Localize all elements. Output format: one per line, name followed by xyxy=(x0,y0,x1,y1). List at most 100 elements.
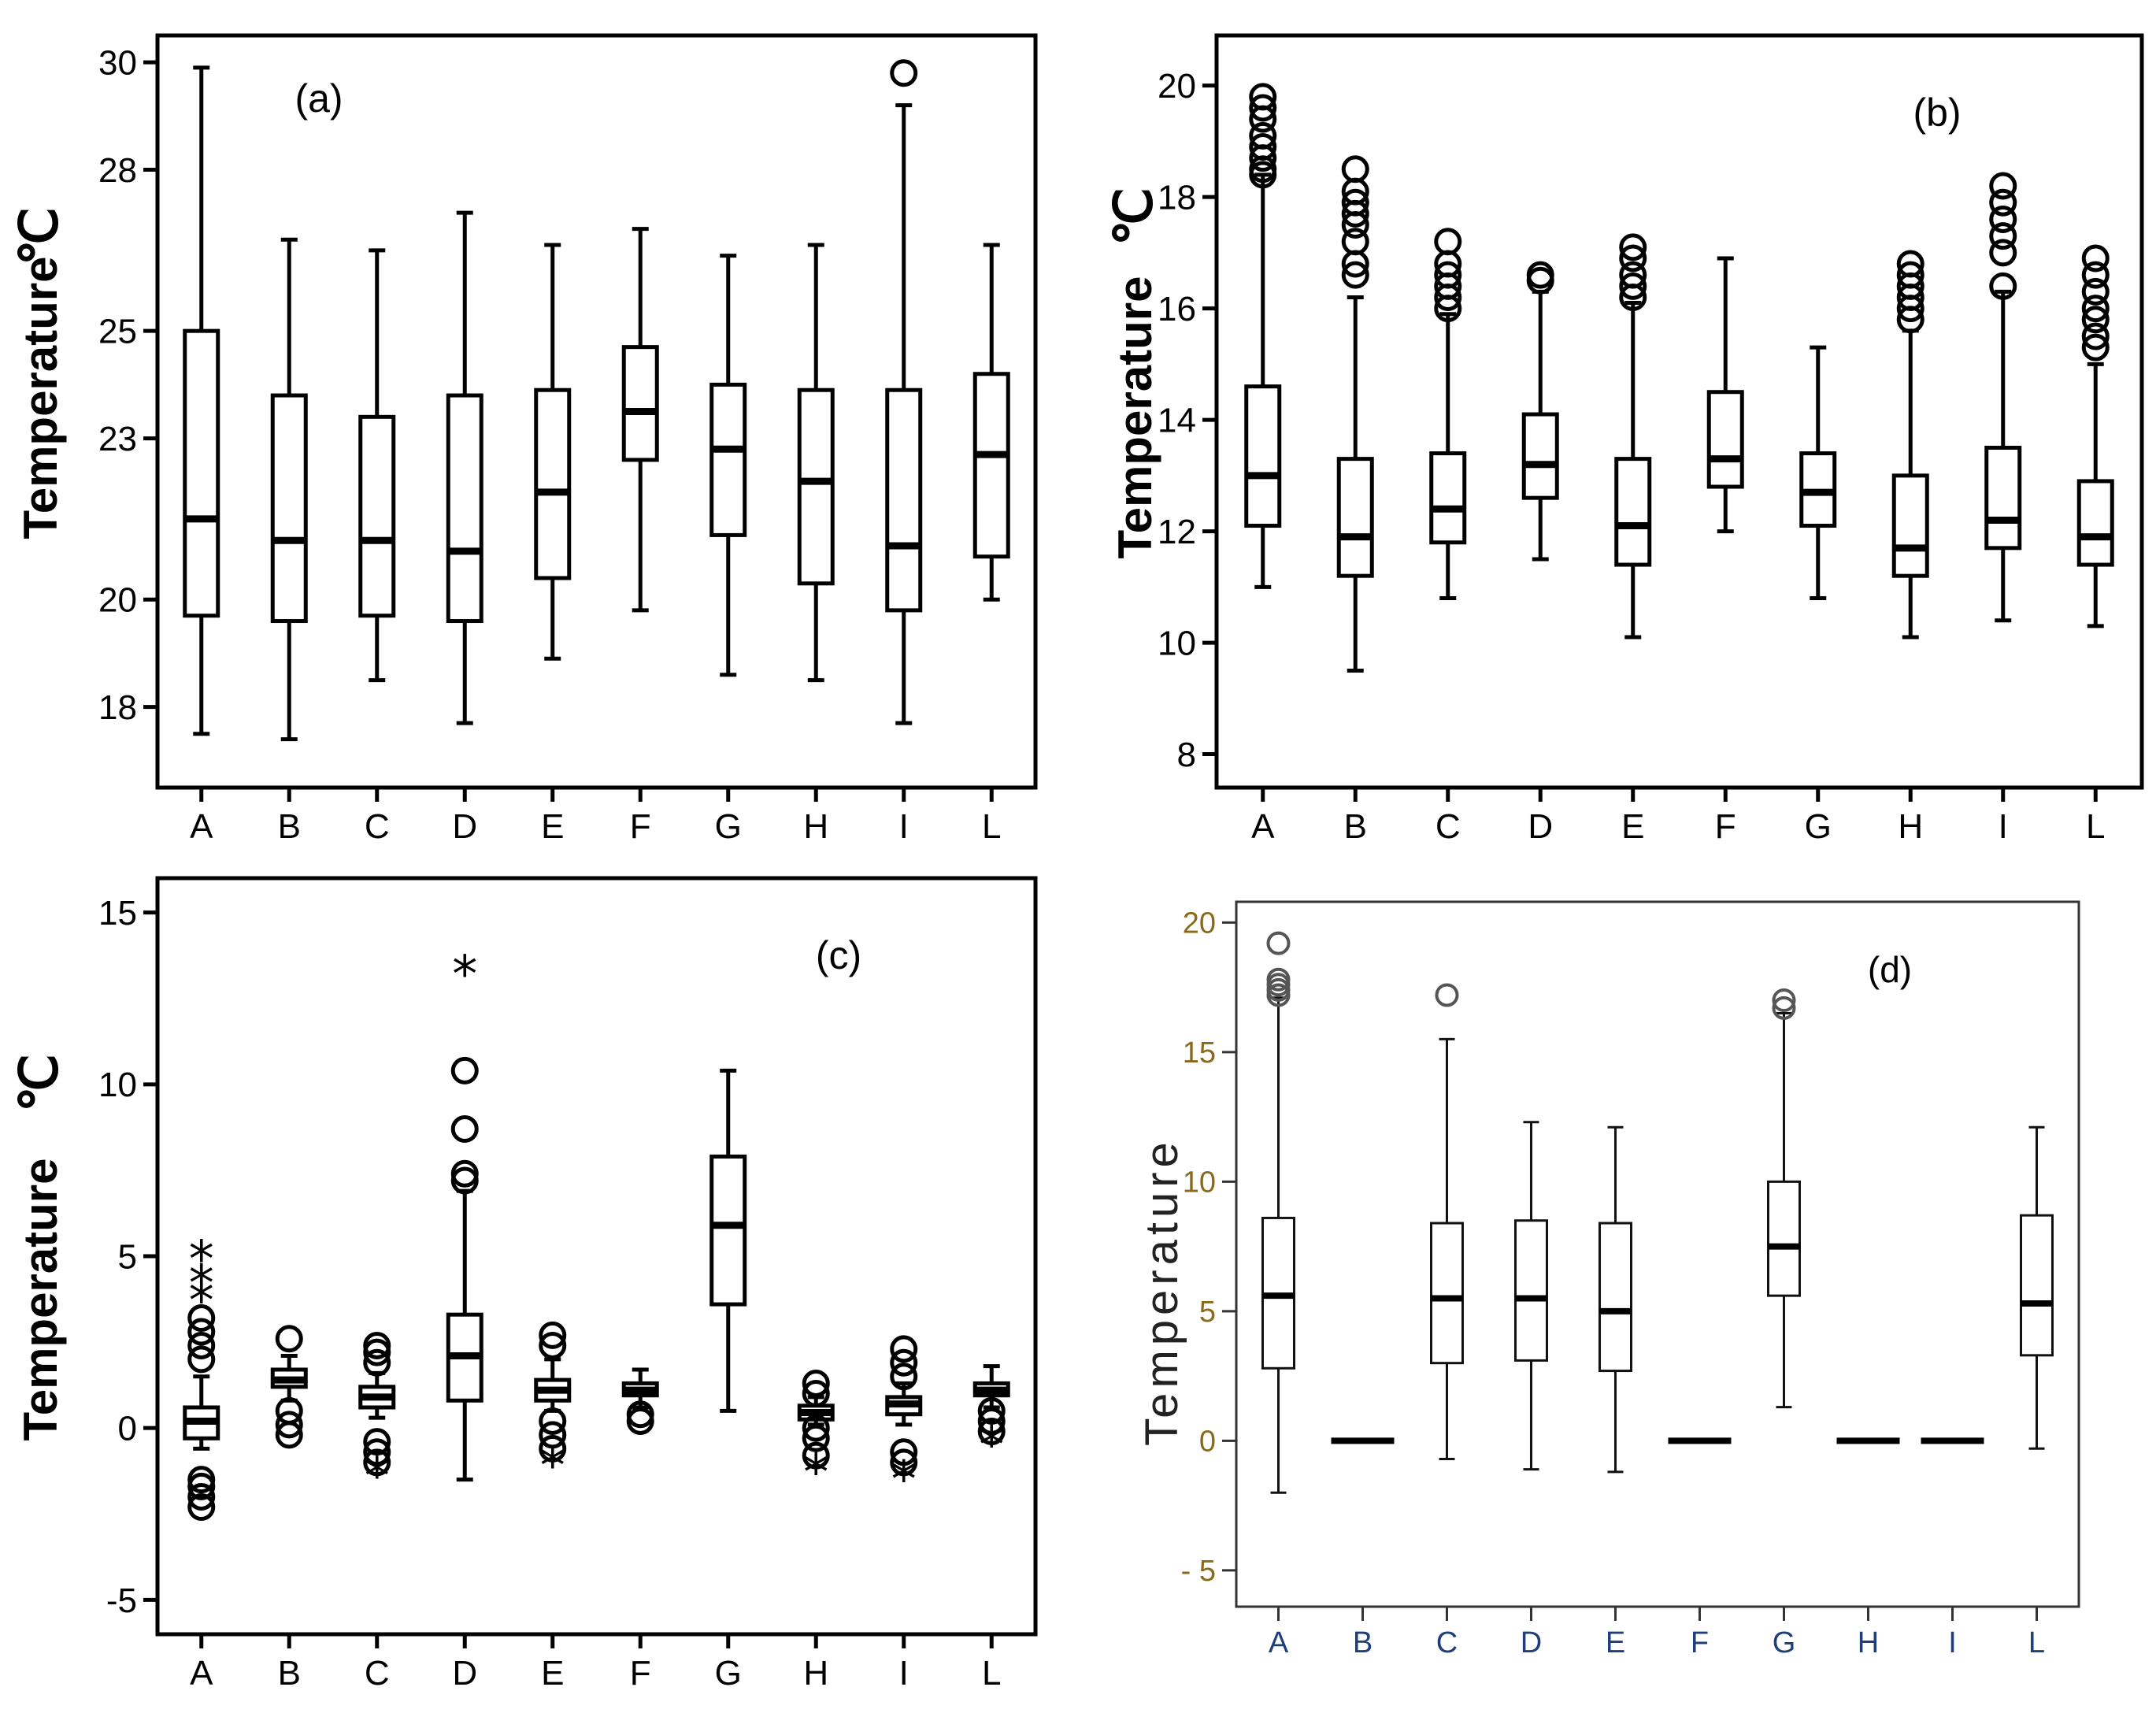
iqr-box xyxy=(1891,473,1929,578)
box-A xyxy=(1244,83,1282,589)
y-tick-label: 16 xyxy=(1158,290,1196,328)
x-tick-label-H: H xyxy=(803,807,828,846)
outlier-point xyxy=(2081,322,2110,350)
y-tick-label: 30 xyxy=(98,44,137,83)
outlier-point xyxy=(1896,261,1924,289)
x-tick-label-H: H xyxy=(1858,1626,1879,1659)
extreme-point: * xyxy=(979,1417,1004,1475)
y-tick-label: 10 xyxy=(98,1066,137,1104)
iqr-box xyxy=(1244,384,1282,528)
y-tick-label: 14 xyxy=(1158,402,1196,440)
x-tick-label-A: A xyxy=(190,1654,213,1693)
x-tick-label-I: I xyxy=(899,807,909,846)
outlier-point xyxy=(1989,188,2017,217)
box-L: * xyxy=(972,1364,1010,1475)
outlier-point xyxy=(1249,132,1277,161)
outlier-point xyxy=(1772,996,1796,1020)
iqr-box xyxy=(1429,451,1467,545)
plot-frame xyxy=(155,33,1038,790)
x-tick-label-C: C xyxy=(1436,1626,1458,1659)
y-axis-unit: ℃ xyxy=(9,1054,68,1112)
x-tick-label-I: I xyxy=(1999,807,2008,846)
plot-frame xyxy=(1235,900,2080,1608)
x-tick-label-D: D xyxy=(1521,1626,1542,1659)
box-C xyxy=(358,248,396,683)
outlier-point xyxy=(363,1348,391,1377)
x-tick-label-E: E xyxy=(541,1654,564,1693)
y-tick-label: 25 xyxy=(98,313,137,351)
outlier-point xyxy=(1249,94,1277,122)
outlier-point xyxy=(890,1335,918,1363)
y-tick-label: 20 xyxy=(1183,907,1216,940)
outlier-point xyxy=(187,1466,216,1494)
y-tick-label: -5 xyxy=(106,1581,137,1620)
outlier-point xyxy=(802,1424,830,1452)
outlier-point xyxy=(1896,250,1924,278)
x-tick-label-L: L xyxy=(982,1654,1001,1693)
outlier-point xyxy=(890,1438,918,1466)
x-tick-label-F: F xyxy=(1715,807,1736,846)
y-tick-label: 15 xyxy=(98,894,137,933)
outlier-point xyxy=(2081,244,2110,273)
y-tick-label: 20 xyxy=(98,581,137,620)
iqr-box xyxy=(1706,390,1744,489)
y-axis-label: Temperature xyxy=(1109,276,1161,558)
box-L xyxy=(972,243,1010,602)
y-tick-label: 10 xyxy=(1158,624,1196,662)
outlier-point xyxy=(1989,239,2017,267)
outlier-point xyxy=(1989,205,2017,233)
outlier-point xyxy=(977,1396,1006,1425)
box-D xyxy=(1521,261,1559,562)
extreme-point: * xyxy=(540,1437,565,1496)
y-axis-unit: ℃ xyxy=(9,207,68,265)
outlier-point xyxy=(1619,233,1647,261)
outlier-point xyxy=(1989,172,2017,200)
outlier-point xyxy=(539,1434,567,1463)
outlier-point xyxy=(539,1407,567,1435)
outlier-point xyxy=(187,1318,216,1346)
x-tick-label-I: I xyxy=(899,1654,909,1693)
outlier-point xyxy=(2081,306,2110,334)
outlier-point xyxy=(2081,295,2110,323)
y-tick-label: 12 xyxy=(1158,513,1196,551)
x-tick-label-E: E xyxy=(1606,1626,1625,1659)
box-E: * xyxy=(534,1321,572,1496)
outlier-point xyxy=(1772,988,1796,1013)
panel-label: (a) xyxy=(295,76,343,121)
outlier-point xyxy=(275,1325,303,1353)
x-tick-label-D: D xyxy=(1528,807,1553,846)
outlier-point xyxy=(626,1400,654,1429)
x-tick-label-C: C xyxy=(1435,807,1461,846)
iqr-box xyxy=(1521,412,1559,500)
box-I xyxy=(885,59,923,725)
box-H: * xyxy=(797,1369,835,1503)
box-B xyxy=(1336,155,1374,673)
outlier-point xyxy=(1619,244,1647,273)
outlier-point xyxy=(539,1321,567,1349)
box-A xyxy=(1261,931,1295,1494)
outlier-point xyxy=(187,1493,216,1522)
iqr-box xyxy=(534,387,572,580)
iqr-box xyxy=(358,414,396,618)
x-tick-label-B: B xyxy=(1353,1626,1373,1659)
box-H xyxy=(797,243,835,683)
iqr-box xyxy=(1984,445,2022,551)
outlier-point xyxy=(1434,261,1462,289)
y-tick-label: 5 xyxy=(118,1237,137,1276)
box-L xyxy=(2076,244,2114,628)
iqr-box xyxy=(183,328,220,618)
x-tick-label-F: F xyxy=(630,1654,651,1693)
outlier-point xyxy=(363,1331,391,1359)
x-tick-label-C: C xyxy=(365,1654,390,1693)
chart-panel-4: - 5 0 5 10 15 20 A B C D E F G H I L Temperature (d) xyxy=(1136,900,2080,1659)
y-tick-label: 28 xyxy=(98,151,137,190)
outlier-point xyxy=(890,1348,918,1377)
iqr-box xyxy=(1598,1222,1632,1373)
box-F xyxy=(1706,256,1744,534)
outlier-point xyxy=(1249,121,1277,150)
box-C: * xyxy=(358,1331,396,1506)
panel-label: (c) xyxy=(816,933,861,977)
x-tick-label-G: G xyxy=(1805,807,1832,846)
panel-label: (b) xyxy=(1913,91,1961,135)
outlier-point xyxy=(1341,188,1369,217)
